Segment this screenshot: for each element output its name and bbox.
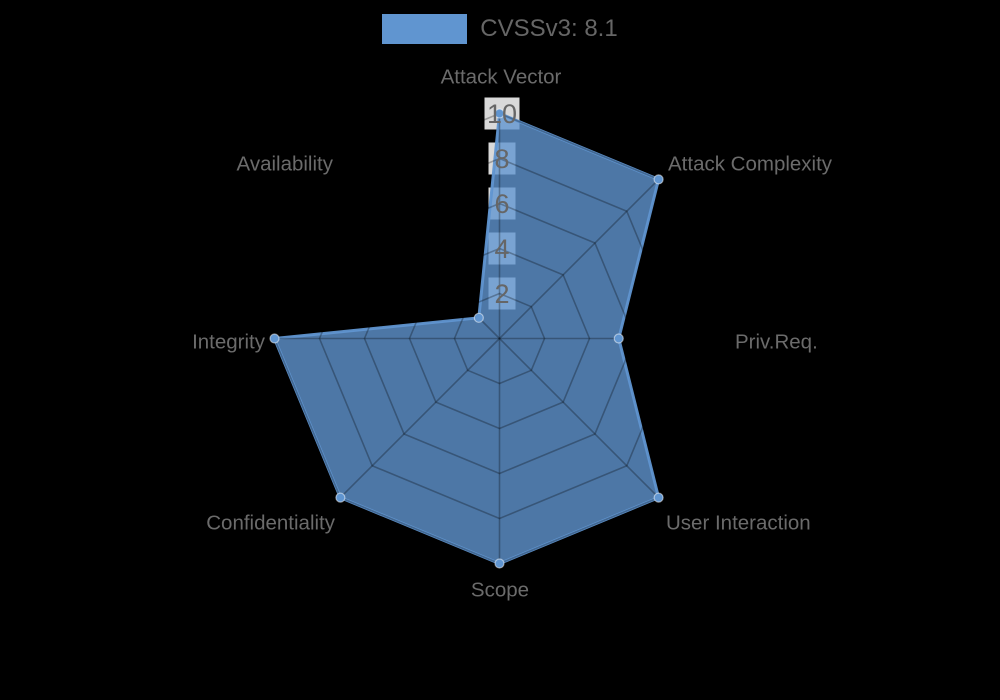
- data-point: [613, 333, 624, 344]
- axis-spoke: [498, 178, 660, 340]
- axis-spoke: [339, 178, 501, 340]
- data-point: [335, 492, 346, 503]
- data-point: [653, 174, 664, 185]
- axis-label-availability: Availability: [237, 152, 334, 175]
- grid-ring: [318, 157, 681, 520]
- data-point: [494, 558, 505, 569]
- chart-legend[interactable]: CVSSv3: 8.1: [0, 14, 1000, 44]
- tick-label: 8: [494, 144, 509, 174]
- grid-ring: [363, 202, 636, 475]
- axis-spoke: [498, 337, 660, 499]
- axis-label-user-interaction: User Interaction: [666, 511, 811, 534]
- data-point: [494, 108, 505, 119]
- axis-label-attack-vector: Attack Vector: [441, 65, 562, 88]
- grid-ring: [408, 247, 591, 430]
- axis-spoke: [339, 337, 501, 499]
- axis-label-integrity: Integrity: [192, 330, 266, 353]
- axis-label-attack-complexity: Attack Complexity: [668, 152, 833, 175]
- tick-label: 4: [494, 234, 509, 264]
- data-point: [653, 492, 664, 503]
- data-point: [269, 333, 280, 344]
- grid-ring: [453, 292, 546, 385]
- data-point: [473, 312, 484, 323]
- tick-label: 2: [494, 279, 509, 309]
- axis-label-priv-req: Priv.Req.: [735, 330, 818, 353]
- tick-label: 6: [494, 189, 509, 219]
- axis-label-confidentiality: Confidentiality: [206, 511, 336, 534]
- legend-swatch[interactable]: [382, 14, 468, 44]
- legend-label[interactable]: CVSSv3: 8.1: [480, 15, 618, 42]
- tick-label: 10: [487, 99, 517, 129]
- axis-label-scope: Scope: [471, 578, 529, 601]
